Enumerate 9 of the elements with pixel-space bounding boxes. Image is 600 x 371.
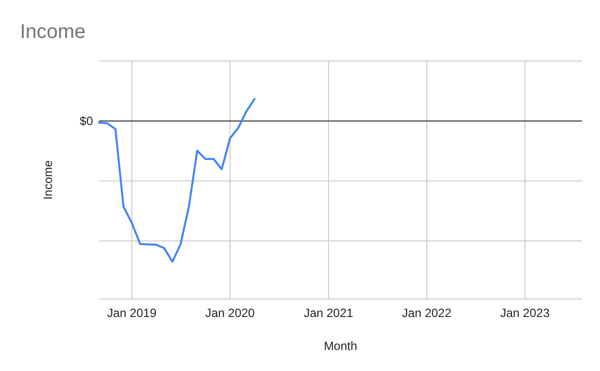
x-axis-title: Month xyxy=(324,339,358,353)
y-axis-title: Income xyxy=(41,160,55,200)
x-tick-label: Jan 2020 xyxy=(205,306,256,320)
ref-line-label: $0 xyxy=(80,114,94,128)
x-tick-label: Jan 2019 xyxy=(107,306,157,320)
x-tick-label: Jan 2023 xyxy=(500,306,550,320)
x-tick-label: Jan 2021 xyxy=(304,306,354,320)
chart-title: Income xyxy=(20,21,86,43)
x-tick-label: Jan 2022 xyxy=(402,306,452,320)
